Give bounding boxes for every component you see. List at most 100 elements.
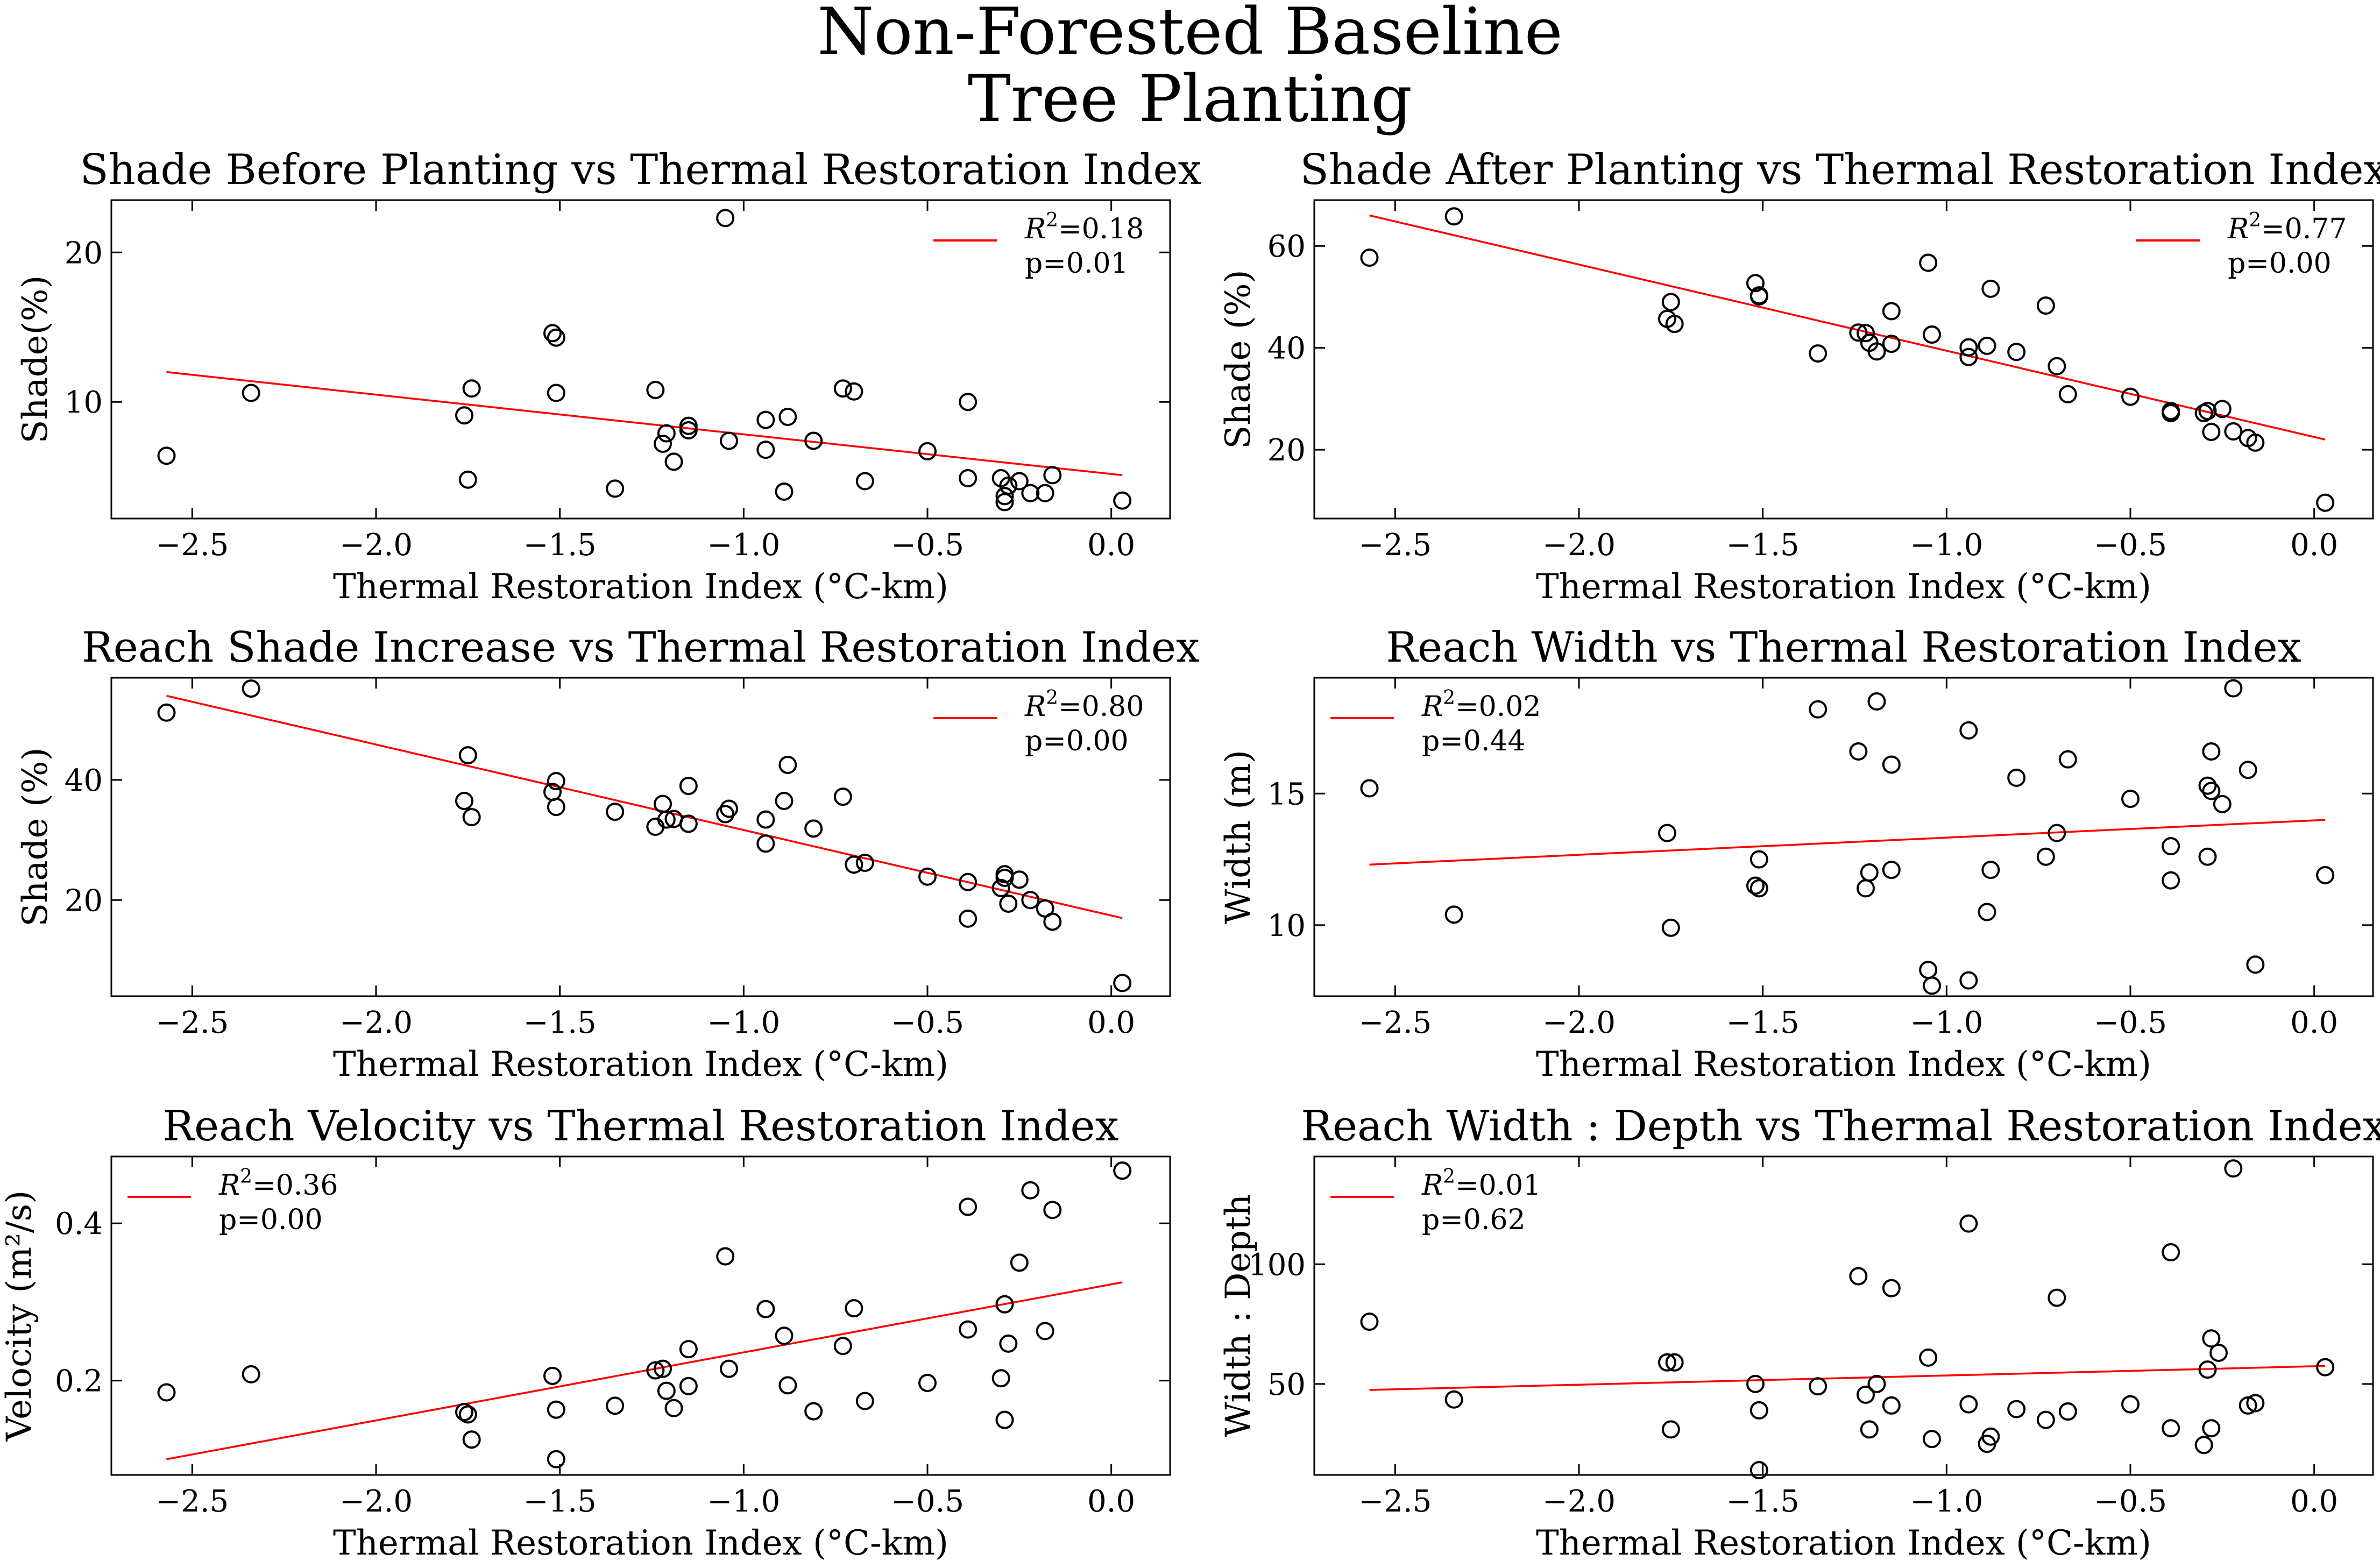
data-point — [679, 416, 698, 435]
data-point — [995, 493, 1014, 512]
data-point — [804, 819, 823, 838]
scatter-points — [1360, 1159, 2335, 1480]
data-point — [778, 1376, 797, 1395]
data-point — [2036, 296, 2055, 315]
data-point — [2246, 955, 2265, 974]
data-point — [606, 803, 625, 821]
data-point — [804, 1402, 823, 1421]
data-point — [2198, 1360, 2217, 1379]
data-point — [756, 810, 775, 829]
legend-r2-symbol: R — [1024, 213, 1046, 245]
data-point — [2202, 1419, 2221, 1438]
data-point — [1923, 325, 1941, 344]
scatter-points — [157, 1161, 1132, 1468]
y-axis-label: Velocity (m²/s) — [0, 1190, 39, 1442]
data-point — [1882, 302, 1901, 321]
data-point — [1661, 1420, 1680, 1439]
data-point — [1981, 861, 2000, 879]
x-tick-label: 0.0 — [2290, 528, 2338, 563]
y-tick-label: 20 — [65, 236, 103, 271]
data-point — [2246, 433, 2265, 452]
data-point — [775, 482, 794, 501]
y-tick-label: 10 — [1267, 909, 1306, 943]
x-axis-label: Thermal Restoration Index (°C-km) — [333, 567, 948, 607]
data-point — [2162, 871, 2180, 890]
x-tick-label: −0.5 — [2094, 528, 2167, 563]
data-point — [679, 421, 698, 440]
data-point — [991, 878, 1010, 897]
data-point — [716, 209, 735, 228]
legend-r2-value: =0.18 — [1058, 213, 1144, 245]
x-tick-label: 0.0 — [1087, 1005, 1135, 1040]
data-point — [606, 1396, 625, 1415]
legend-r2-exponent: 2 — [1046, 687, 1058, 709]
y-tick-label: 0.4 — [55, 1207, 103, 1241]
regression-line — [1369, 1365, 2326, 1391]
data-point — [1860, 1420, 1879, 1439]
data-point — [775, 1326, 794, 1345]
y-tick-label: 60 — [1267, 229, 1306, 264]
legend-p-value: p=0.44 — [1422, 725, 1526, 757]
data-point — [1746, 876, 1765, 895]
data-point — [664, 452, 683, 471]
data-point — [756, 410, 775, 429]
x-tick-label: −1.0 — [1910, 1484, 1983, 1519]
data-point — [455, 791, 473, 810]
panel-title: Shade Before Planting vs Thermal Restora… — [80, 146, 1201, 194]
x-tick-label: −1.5 — [523, 1484, 597, 1519]
data-point — [1849, 742, 1868, 761]
data-point — [1036, 484, 1054, 502]
data-point — [845, 1299, 863, 1318]
data-point — [959, 393, 978, 411]
data-point — [1849, 1267, 1868, 1286]
y-axis-label: Width (m) — [1219, 750, 1258, 924]
x-tick-label: −0.5 — [891, 1484, 964, 1519]
data-point — [720, 799, 738, 818]
data-point — [995, 1410, 1014, 1429]
y-axis-label: Shade(%) — [16, 275, 55, 444]
data-point — [1882, 335, 1901, 353]
y-tick-label: 20 — [65, 883, 103, 918]
scatter-points — [157, 679, 1132, 992]
data-point — [918, 867, 937, 886]
data-point — [547, 384, 565, 402]
y-tick-label: 40 — [65, 763, 103, 798]
data-point — [2121, 1395, 2140, 1414]
data-point — [1113, 1161, 1132, 1180]
x-tick-label: −1.0 — [707, 528, 780, 563]
x-tick-label: 0.0 — [2290, 1005, 2338, 1040]
x-tick-label: −2.0 — [1542, 528, 1616, 563]
data-point — [1010, 1253, 1029, 1272]
x-tick-label: −1.5 — [1726, 528, 1800, 563]
data-point — [1809, 700, 1828, 719]
x-tick-label: −1.0 — [1910, 1005, 1983, 1040]
panel-title: Reach Width : Depth vs Thermal Restorati… — [1301, 1102, 2380, 1151]
x-tick-label: −1.5 — [523, 528, 597, 563]
data-point — [1882, 755, 1901, 774]
data-point — [918, 1373, 937, 1392]
legend-r2-exponent: 2 — [2249, 209, 2261, 231]
data-point — [547, 1400, 565, 1419]
panel-4: Reach Width vs Thermal Restoration Index… — [1219, 623, 2374, 1084]
data-point — [959, 1197, 978, 1216]
data-point — [2213, 400, 2232, 418]
data-point — [657, 810, 676, 829]
data-point — [1360, 249, 1379, 267]
data-point — [778, 408, 797, 427]
data-point — [455, 406, 473, 425]
axes-frame — [1313, 199, 2374, 520]
legend-r2: R2=0.02 — [1421, 687, 1541, 723]
data-point — [1860, 863, 1879, 882]
x-tick-label: −2.0 — [339, 1005, 413, 1040]
data-point — [2202, 742, 2221, 761]
data-point — [1665, 1353, 1684, 1372]
data-point — [2121, 790, 2140, 808]
data-point — [2036, 847, 2055, 866]
data-point — [1959, 971, 1978, 990]
data-point — [1857, 324, 1875, 343]
data-point — [1749, 287, 1768, 306]
data-point — [833, 379, 852, 398]
data-point — [1867, 692, 1886, 711]
y-tick-label: 40 — [1267, 331, 1306, 366]
panel-title: Reach Width vs Thermal Restoration Index — [1386, 623, 2301, 672]
